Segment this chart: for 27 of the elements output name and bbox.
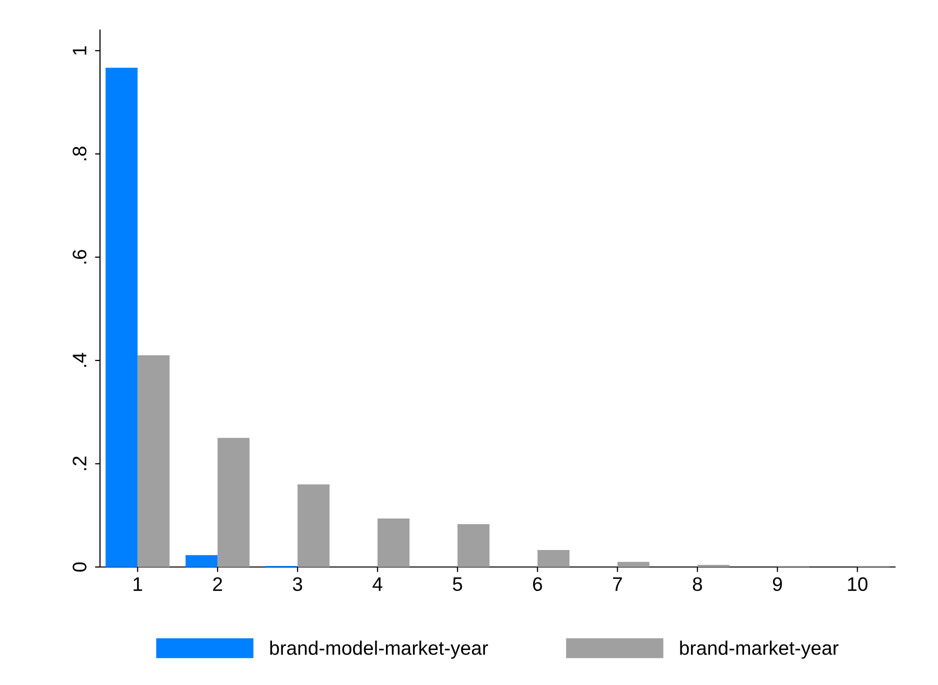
x-tick-label: 10 bbox=[848, 577, 868, 592]
bar bbox=[106, 68, 138, 567]
x-tick-label: 8 bbox=[692, 577, 702, 592]
y-tick-label: 0 bbox=[72, 562, 86, 572]
bar bbox=[298, 484, 330, 567]
x-tick-label: 9 bbox=[772, 577, 782, 592]
bar bbox=[617, 562, 650, 567]
y-tick-label: 1 bbox=[72, 46, 86, 55]
x-tick-label: 5 bbox=[452, 577, 462, 592]
y-tick-label: .4 bbox=[72, 352, 86, 367]
x-tick-label: 2 bbox=[213, 577, 222, 591]
x-tick-label: 3 bbox=[292, 577, 302, 592]
x-tick-label: 6 bbox=[533, 577, 542, 592]
x-tick-label: 4 bbox=[372, 577, 382, 591]
x-tick-label: 1 bbox=[134, 577, 142, 591]
bar bbox=[458, 524, 490, 567]
bar bbox=[537, 550, 570, 567]
y-tick-label: .8 bbox=[72, 146, 86, 160]
bar bbox=[378, 518, 410, 567]
legend-label: brand-model-market-year bbox=[270, 640, 488, 659]
legend-label: brand-market-year bbox=[680, 640, 838, 659]
bar bbox=[138, 355, 170, 567]
bar bbox=[218, 438, 250, 567]
bar bbox=[186, 555, 218, 567]
y-tick-label: .6 bbox=[72, 250, 86, 264]
y-tick-label: .2 bbox=[72, 456, 86, 470]
x-tick-label: 7 bbox=[613, 577, 622, 591]
